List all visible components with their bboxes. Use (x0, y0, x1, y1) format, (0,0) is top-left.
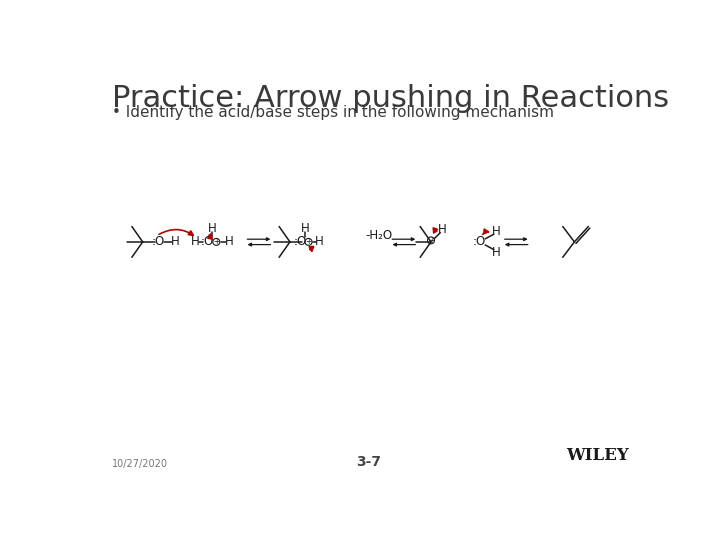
Text: H: H (492, 246, 500, 259)
Text: +: + (213, 238, 220, 246)
Text: WILEY: WILEY (566, 447, 629, 464)
Text: -H₂O: -H₂O (366, 230, 392, 242)
Text: H: H (492, 225, 500, 238)
Text: H: H (438, 223, 446, 236)
Text: H: H (315, 235, 324, 248)
Text: H: H (208, 221, 217, 234)
Text: :O: :O (200, 235, 214, 248)
Text: +: + (305, 238, 312, 246)
Text: H: H (225, 235, 234, 248)
Text: H: H (191, 235, 199, 248)
Text: 3-7: 3-7 (356, 455, 382, 469)
Text: H: H (301, 221, 310, 234)
Text: • Identify the acid/base steps in the following mechanism: • Identify the acid/base steps in the fo… (112, 105, 554, 120)
Text: 10/27/2020: 10/27/2020 (112, 459, 168, 469)
Text: :O: :O (152, 235, 165, 248)
Text: +: + (428, 236, 434, 245)
Text: :O: :O (294, 235, 307, 248)
Text: Practice: Arrow pushing in Reactions: Practice: Arrow pushing in Reactions (112, 84, 669, 113)
Text: :O: :O (472, 235, 486, 248)
Text: H: H (171, 235, 179, 248)
